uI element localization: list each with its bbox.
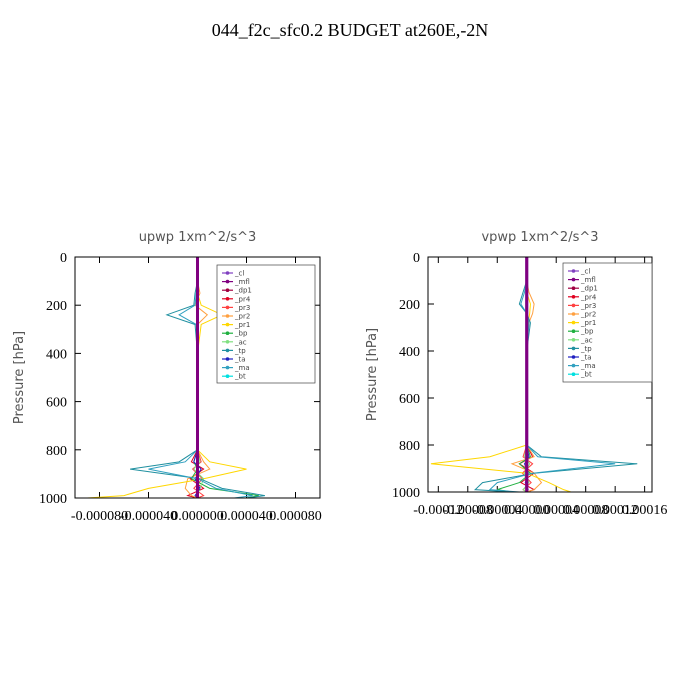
legend-label: _ma bbox=[580, 362, 596, 370]
legend-marker bbox=[571, 286, 576, 291]
figure-title: 044_f2c_sfc0.2 BUDGET at260E,-2N bbox=[212, 20, 489, 40]
plot-frame bbox=[74, 256, 321, 499]
y-tick-label: 200 bbox=[399, 298, 420, 313]
legend-marker bbox=[225, 314, 230, 318]
x-tick-label: -0.00004 bbox=[472, 503, 522, 518]
legend-label: _ma bbox=[234, 364, 250, 372]
legend-label: _ta bbox=[580, 354, 592, 362]
legend-label: _dp1 bbox=[234, 287, 252, 295]
y-tick-label: 1000 bbox=[39, 492, 67, 507]
legend-marker bbox=[571, 303, 576, 308]
y-tick-label: 800 bbox=[399, 439, 420, 454]
legend-marker bbox=[225, 374, 230, 379]
y-tick-label: 200 bbox=[46, 299, 67, 314]
legend-label: _ac bbox=[234, 338, 247, 346]
legend-label: _cl bbox=[580, 268, 590, 276]
x-tick-label: 0.000000 bbox=[171, 509, 224, 524]
legend-marker bbox=[571, 320, 576, 325]
legend-marker bbox=[225, 322, 230, 327]
x-tick-label: -0.000080 bbox=[71, 509, 128, 524]
legend-marker bbox=[571, 295, 576, 299]
legend-label: _ta bbox=[234, 356, 246, 364]
y-tick-label: 400 bbox=[399, 345, 420, 360]
legend-label: _pr1 bbox=[580, 319, 596, 327]
x-tick-label: 0.00000 bbox=[504, 503, 550, 518]
legend-marker bbox=[571, 372, 576, 377]
legend-marker bbox=[571, 346, 576, 351]
legend-label: _pr3 bbox=[234, 304, 250, 312]
legend-label: _mfl bbox=[234, 278, 250, 286]
legend-label: _bt bbox=[580, 371, 592, 379]
legend-label: _ac bbox=[580, 336, 593, 344]
legend-label: _cl bbox=[234, 270, 244, 278]
legend-label: _dp1 bbox=[580, 285, 598, 293]
legend-marker bbox=[225, 348, 230, 353]
legend-marker bbox=[225, 365, 230, 370]
legend-label: _bp bbox=[580, 328, 594, 336]
y-tick-label: 0 bbox=[413, 251, 420, 266]
y-tick-label: 600 bbox=[46, 396, 67, 411]
legend-marker bbox=[225, 331, 230, 336]
x-tick-label: 0.00016 bbox=[622, 503, 668, 518]
legend-marker bbox=[571, 338, 576, 342]
y-tick-label: 800 bbox=[46, 444, 67, 459]
legend-marker bbox=[571, 363, 576, 368]
x-tick-label: -0.00012 bbox=[413, 503, 463, 518]
x-tick-label: 0.000080 bbox=[269, 509, 322, 524]
y-tick-label: 1000 bbox=[392, 486, 420, 501]
legend-marker bbox=[225, 305, 230, 310]
x-tick-label: -0.000040 bbox=[120, 509, 177, 524]
legend-label: _bt bbox=[234, 373, 246, 381]
x-tick-label: 0.000040 bbox=[220, 509, 273, 524]
panel-title: upwp 1xm^2/s^3 bbox=[139, 230, 257, 245]
legend-marker bbox=[571, 312, 576, 316]
legend-label: _bp bbox=[234, 330, 248, 338]
legend-label: _pr2 bbox=[580, 311, 596, 319]
panel-title: vpwp 1xm^2/s^3 bbox=[481, 230, 598, 245]
x-tick-label: -0.00008 bbox=[443, 503, 493, 518]
legend-marker bbox=[225, 340, 230, 344]
legend-label: _pr3 bbox=[580, 302, 596, 310]
legend-label: _pr4 bbox=[580, 293, 597, 301]
legend-marker bbox=[225, 357, 230, 361]
legend-marker bbox=[225, 297, 230, 301]
legend-label: _pr4 bbox=[234, 295, 251, 303]
legend-marker bbox=[225, 279, 230, 284]
legend-marker bbox=[571, 269, 576, 273]
legend-marker bbox=[571, 329, 576, 334]
y-axis-label: Pressure [hPa] bbox=[365, 328, 380, 421]
y-tick-label: 0 bbox=[60, 251, 67, 266]
legend-marker bbox=[225, 288, 230, 293]
series-line bbox=[430, 257, 572, 493]
x-tick-label: 0.00004 bbox=[533, 503, 579, 518]
legend-label: _mfl bbox=[580, 276, 596, 284]
y-axis-label: Pressure [hPa] bbox=[12, 331, 27, 424]
legend-label: _pr1 bbox=[234, 321, 250, 329]
x-tick-label: 0.00008 bbox=[563, 503, 609, 518]
legend-label: _tp bbox=[234, 347, 246, 355]
legend-marker bbox=[571, 277, 576, 282]
legend-marker bbox=[571, 355, 576, 359]
legend-label: _tp bbox=[580, 345, 592, 353]
y-tick-label: 400 bbox=[46, 347, 67, 362]
legend-box bbox=[216, 264, 316, 384]
legend-label: _pr2 bbox=[234, 313, 250, 321]
x-tick-label: 0.00012 bbox=[592, 503, 638, 518]
y-tick-label: 600 bbox=[399, 392, 420, 407]
legend-marker bbox=[225, 271, 230, 275]
